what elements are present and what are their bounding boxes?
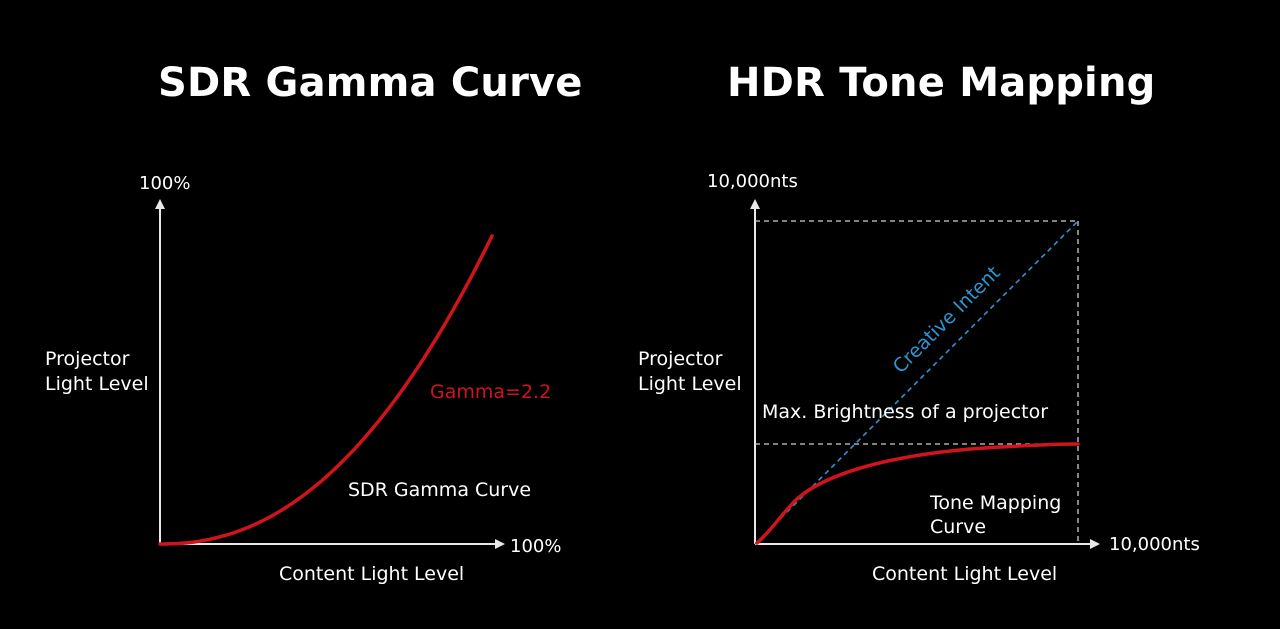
sdr-panel-title: SDR Gamma Curve <box>158 60 583 106</box>
sdr-x-axis-max-label: 100% <box>510 536 562 557</box>
sdr-curve-name-label: SDR Gamma Curve <box>348 479 532 501</box>
hdr-panel-title: HDR Tone Mapping <box>727 60 1156 106</box>
tone-mapping-curve <box>755 442 1080 545</box>
creative-intent-label: Creative Intent <box>889 262 1005 378</box>
sdr-y-axis-max-label: 100% <box>139 173 191 194</box>
hdr-y-axis-label-line1: Projector <box>638 348 723 370</box>
hdr-curve-label-line1: Tone Mapping <box>930 492 1062 514</box>
sdr-y-axis-label-line1: Projector <box>45 348 130 370</box>
hdr-curve-label-line2: Curve <box>930 516 987 538</box>
sdr-x-axis-label: Content Light Level <box>279 563 465 585</box>
hdr-y-axis-label-line2: Light Level <box>638 373 742 395</box>
sdr-gamma-curve <box>158 234 494 546</box>
hdr-max-brightness-label: Max. Brightness of a projector <box>762 401 1049 423</box>
sdr-y-axis-label-line2: Light Level <box>45 373 149 395</box>
hdr-x-axis-label: Content Light Level <box>872 563 1058 585</box>
sdr-gamma-label: Gamma=2.2 <box>430 381 552 403</box>
hdr-y-axis-max-label: 10,000nts <box>707 171 798 192</box>
hdr-x-axis-max-label: 10,000nts <box>1109 534 1200 555</box>
